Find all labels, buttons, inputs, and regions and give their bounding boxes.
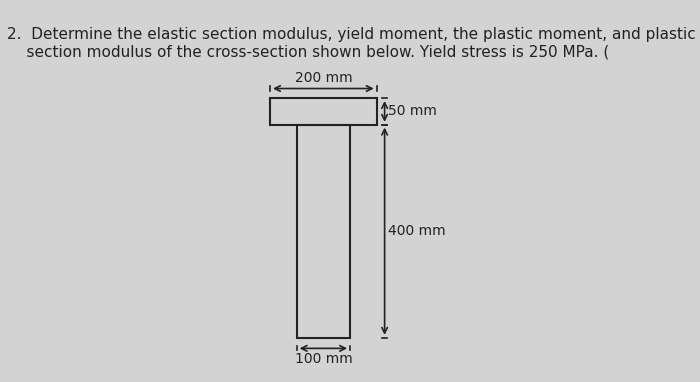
Text: 100 mm: 100 mm <box>295 351 352 366</box>
Bar <box>297 125 350 338</box>
Text: 200 mm: 200 mm <box>295 71 352 85</box>
Bar <box>270 98 377 125</box>
Text: 400 mm: 400 mm <box>388 224 445 238</box>
Text: 2.  Determine the elastic section modulus, yield moment, the plastic moment, and: 2. Determine the elastic section modulus… <box>7 27 696 59</box>
Text: 50 mm: 50 mm <box>388 104 437 118</box>
